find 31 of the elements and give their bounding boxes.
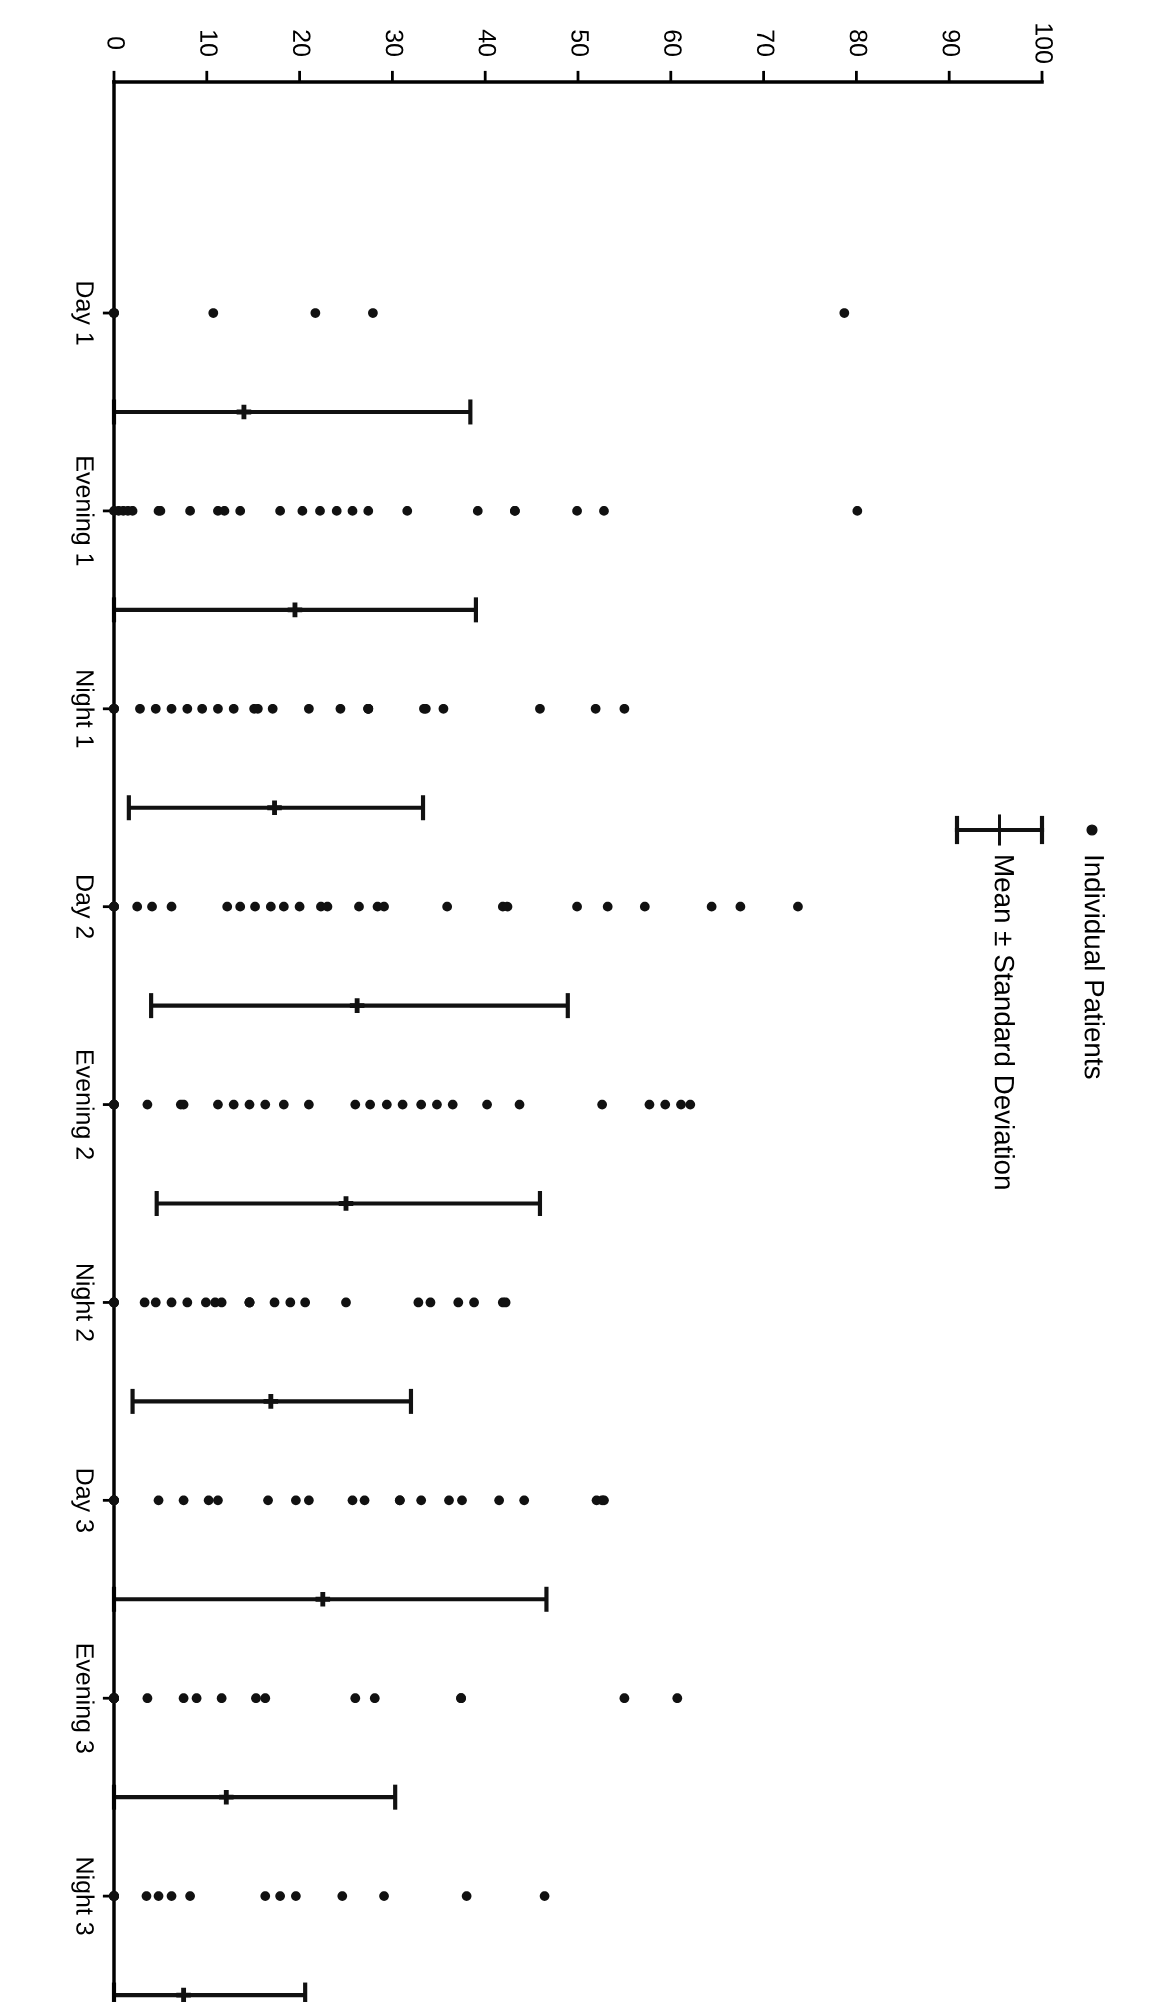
- x2-tick-label: 0: [107, 37, 125, 50]
- point: [315, 1591, 331, 1607]
- y-tick-label: Night 1: [71, 671, 95, 748]
- x2-tick-label: 70: [756, 30, 775, 57]
- point: [263, 1394, 279, 1409]
- y-tick-label: Evening 1: [71, 457, 95, 566]
- point: [349, 998, 365, 1013]
- x2-tick-label: 60: [664, 30, 682, 57]
- y-tick-label: Night 3: [71, 1858, 95, 1935]
- point: [338, 1196, 354, 1211]
- point: [219, 1789, 234, 1805]
- x2-tick-label: 30: [385, 30, 404, 57]
- x2-tick-label: 90: [942, 30, 961, 57]
- y-tick-label: Day 1: [71, 282, 94, 345]
- x2-tick-label: 40: [478, 29, 497, 57]
- y-tick-label: Evening 2: [71, 1051, 95, 1159]
- x2-tick-label: 20: [292, 30, 311, 57]
- legend-label: Mean ± Standard Deviation: [994, 856, 1015, 1189]
- x2-tick-label: 80: [849, 30, 868, 57]
- x2-tick-label: 10: [200, 31, 218, 57]
- x2-tick-label: 50: [571, 30, 589, 57]
- point: [287, 602, 303, 618]
- point: [236, 404, 252, 420]
- legend-label: Individual Patients: [1084, 856, 1105, 1079]
- y-tick-label: Night 2: [71, 1264, 95, 1341]
- y-tick-label: Day 2: [71, 876, 94, 939]
- point: [176, 1987, 191, 2002]
- y-tick-label: Day 3: [71, 1469, 94, 1532]
- x2-tick-label: 100: [1035, 24, 1053, 63]
- y-tick-label: Evening 3: [71, 1644, 95, 1753]
- point: [267, 800, 282, 816]
